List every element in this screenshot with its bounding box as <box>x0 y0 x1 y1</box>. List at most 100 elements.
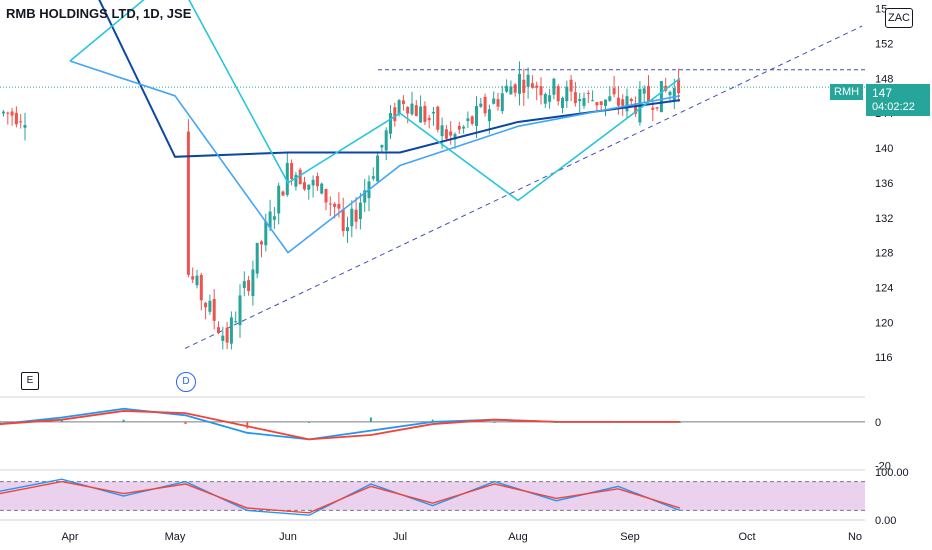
candle-body <box>406 106 410 114</box>
candle-body <box>285 162 289 195</box>
x-tick: May <box>165 531 186 543</box>
candle-body <box>410 103 414 115</box>
candle-body <box>612 88 616 95</box>
macd-histogram-bar <box>308 421 311 423</box>
candle-body <box>655 107 659 109</box>
candle-body <box>535 85 539 88</box>
candle-body <box>449 131 453 136</box>
candle-body <box>389 112 392 134</box>
candle-body <box>212 298 216 321</box>
candle-body <box>647 86 650 102</box>
price-tick: 152 <box>875 39 893 51</box>
candle-body <box>582 97 586 106</box>
candle-body <box>363 190 367 203</box>
candle-body <box>337 204 341 209</box>
candle-body <box>466 118 470 122</box>
candle-body <box>629 98 633 102</box>
candle-body <box>419 106 423 123</box>
candle-body <box>208 300 212 312</box>
candle-body <box>303 182 306 190</box>
candle-body <box>543 94 547 104</box>
candle-body <box>315 176 319 187</box>
stoch-tick: 0.00 <box>875 515 896 527</box>
chart-title: RMB HOLDINGS LTD, 1D, JSE <box>6 6 192 21</box>
candle-body <box>444 129 448 139</box>
x-tick: No <box>848 531 862 543</box>
macd-tick: 0 <box>875 417 881 429</box>
candle-body <box>225 327 229 343</box>
candle-body <box>565 86 569 102</box>
macd-histogram-bar <box>184 421 187 425</box>
candle-body <box>371 176 375 179</box>
candle-body <box>522 79 526 93</box>
candle-body <box>573 92 577 104</box>
moving-average-line <box>98 0 681 158</box>
price-tick: 120 <box>875 317 893 329</box>
candle-body <box>561 97 564 108</box>
candle-body <box>277 185 281 214</box>
stoch-line <box>0 480 681 514</box>
candle-body <box>526 74 530 87</box>
candle-body <box>238 295 242 326</box>
candle-body <box>621 99 625 106</box>
earnings-badge[interactable]: E <box>21 372 39 390</box>
candle-body <box>251 269 255 297</box>
candle-body <box>268 211 272 228</box>
candle-body <box>272 216 276 220</box>
candle-body <box>604 99 607 106</box>
candle-body <box>462 126 466 129</box>
price-tick: 15 <box>875 4 887 16</box>
candle-body <box>14 112 18 125</box>
candle-body <box>6 112 10 114</box>
macd-histogram-bar <box>617 421 620 423</box>
candle-body <box>432 111 435 114</box>
currency-button[interactable]: ZAC <box>885 8 913 28</box>
candle-body <box>556 86 560 102</box>
macd-tick: -20 <box>875 461 891 473</box>
candle-body <box>552 78 556 95</box>
candle-body <box>320 183 324 194</box>
candle-body <box>591 100 595 102</box>
price-tick: 140 <box>875 143 893 155</box>
candle-body <box>186 131 190 275</box>
candle-body <box>608 96 612 101</box>
candle-body <box>595 102 599 106</box>
candle-body <box>358 202 362 220</box>
x-tick: Jul <box>393 531 407 543</box>
symbol-label: RMH <box>830 84 864 100</box>
dividend-badge[interactable]: D <box>176 372 196 392</box>
macd-histogram-bar <box>122 419 125 422</box>
candle-body <box>264 221 268 246</box>
candle-body <box>530 83 534 88</box>
candle-body <box>10 111 14 116</box>
candle-body <box>470 116 474 124</box>
candle-body <box>518 73 521 94</box>
candle-body <box>247 280 251 292</box>
candle-body <box>599 101 603 105</box>
candle-body <box>423 105 427 122</box>
candle-body <box>195 275 199 286</box>
price-tick: 136 <box>875 178 893 190</box>
candle-body <box>642 88 646 94</box>
candle-body <box>350 208 354 227</box>
macd-histogram-bar <box>246 421 249 429</box>
candle-body <box>191 276 195 280</box>
candle-body <box>397 100 401 115</box>
candle-body <box>457 125 461 130</box>
candle-body <box>328 203 332 205</box>
candle-body <box>290 163 294 180</box>
price-tick: 148 <box>875 73 893 85</box>
macd-histogram-bar <box>0 421 1 423</box>
stoch-tick: 100.00 <box>875 467 909 479</box>
candle-body <box>393 107 397 122</box>
candle-body <box>616 97 620 106</box>
candle-body <box>199 274 203 301</box>
macd-histogram-bar <box>493 421 496 423</box>
candle-body <box>440 125 444 137</box>
current-price-label: 147 04:02:22 <box>866 84 930 116</box>
candle-body <box>234 321 238 323</box>
price-tick: 132 <box>875 213 893 225</box>
candle-body <box>346 227 349 232</box>
current-price-value: 147 <box>872 86 893 100</box>
